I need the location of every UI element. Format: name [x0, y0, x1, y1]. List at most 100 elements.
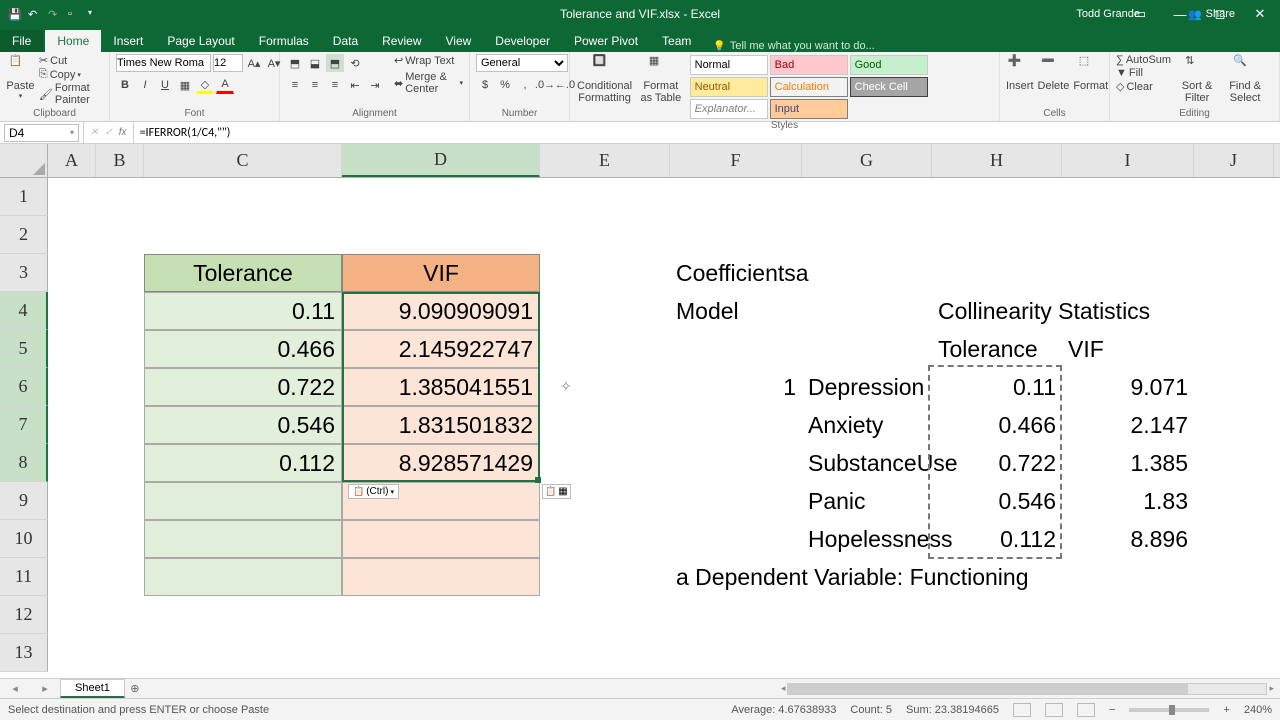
cell-style-normal[interactable]: Normal [690, 55, 768, 75]
cell-C5[interactable]: 0.466 [144, 330, 342, 368]
tab-developer[interactable]: Developer [483, 30, 562, 52]
tab-review[interactable]: Review [370, 30, 433, 52]
currency-icon[interactable]: $ [476, 76, 494, 94]
row-header-4[interactable]: 4 [0, 292, 48, 330]
orientation-icon[interactable]: ⟲ [346, 54, 364, 72]
column-header-H[interactable]: H [932, 144, 1062, 177]
tell-me-search[interactable]: Tell me what you want to do... [713, 40, 874, 52]
cell-style-check cell[interactable]: Check Cell [850, 77, 928, 97]
select-all-corner[interactable] [0, 144, 48, 177]
italic-button[interactable]: I [136, 76, 154, 94]
cell-C4[interactable]: 0.11 [144, 292, 342, 330]
row-header-2[interactable]: 2 [0, 216, 48, 254]
font-color-button[interactable]: A [216, 76, 234, 94]
cell-I5[interactable]: VIF [1062, 330, 1194, 368]
column-header-G[interactable]: G [802, 144, 932, 177]
tab-home[interactable]: Home [45, 30, 101, 52]
qat-more-icon[interactable]: ▾ [88, 8, 100, 20]
underline-button[interactable]: U [156, 76, 174, 94]
cell-style-neutral[interactable]: Neutral [690, 77, 768, 97]
cell-C7[interactable]: 0.546 [144, 406, 342, 444]
autosum-button[interactable]: ∑AutoSum [1116, 54, 1171, 66]
cell-style-explanator...[interactable]: Explanator... [690, 99, 768, 119]
tab-team[interactable]: Team [650, 30, 703, 52]
row-header-6[interactable]: 6 [0, 368, 48, 406]
zoom-slider[interactable] [1129, 708, 1209, 712]
delete-cells-button[interactable]: ➖Delete [1038, 54, 1070, 92]
percent-icon[interactable]: % [496, 76, 514, 94]
grow-font-icon[interactable]: A▴ [245, 54, 263, 72]
cell-style-good[interactable]: Good [850, 55, 928, 75]
conditional-formatting-button[interactable]: 🔲Conditional Formatting [576, 54, 633, 104]
minimize-icon[interactable]: — [1160, 0, 1200, 28]
indent-inc-icon[interactable]: ⇥ [366, 76, 384, 94]
normal-view-icon[interactable] [1013, 703, 1031, 717]
zoom-in-icon[interactable]: + [1223, 704, 1229, 716]
find-select-button[interactable]: 🔍Find & Select [1223, 54, 1267, 104]
cell-F6[interactable]: 1 [670, 368, 802, 406]
cell-D4[interactable]: 9.090909091 [342, 292, 540, 330]
insert-cells-button[interactable]: ➕Insert [1006, 54, 1034, 92]
clear-button[interactable]: ◇Clear [1116, 80, 1171, 93]
align-top-icon[interactable]: ⬒ [286, 54, 304, 72]
row-header-11[interactable]: 11 [0, 558, 48, 596]
cell-C11[interactable] [144, 558, 342, 596]
undo-icon[interactable]: ↶ [28, 8, 40, 20]
paste-button[interactable]: 📋Paste▾ [6, 54, 35, 100]
inc-decimal-icon[interactable]: .0→ [536, 76, 554, 94]
cell-D10[interactable] [342, 520, 540, 558]
enter-icon[interactable]: ✓ [104, 127, 112, 138]
cell-H4[interactable]: Collinearity Statistics [932, 292, 1062, 330]
cell-C10[interactable] [144, 520, 342, 558]
fx-icon[interactable]: fx [119, 127, 127, 138]
tab-insert[interactable]: Insert [101, 30, 155, 52]
row-header-3[interactable]: 3 [0, 254, 48, 292]
tab-view[interactable]: View [434, 30, 484, 52]
cell-H9[interactable]: 0.546 [932, 482, 1062, 520]
font-size-select[interactable] [213, 54, 243, 72]
cancel-icon[interactable]: ✕ [90, 127, 98, 138]
cell-H8[interactable]: 0.722 [932, 444, 1062, 482]
autofill-options-button[interactable]: ▦ [542, 484, 571, 499]
column-header-J[interactable]: J [1194, 144, 1274, 177]
column-header-E[interactable]: E [540, 144, 670, 177]
row-header-13[interactable]: 13 [0, 634, 48, 672]
page-layout-view-icon[interactable] [1045, 703, 1063, 717]
cell-I7[interactable]: 2.147 [1062, 406, 1194, 444]
name-box[interactable]: D4 [4, 124, 79, 142]
format-painter-button[interactable]: 🖌Format Painter [39, 82, 103, 106]
cell-D11[interactable] [342, 558, 540, 596]
cell-D6[interactable]: 1.385041551 [342, 368, 540, 406]
column-header-I[interactable]: I [1062, 144, 1194, 177]
wrap-text-button[interactable]: ↩Wrap Text [394, 54, 463, 67]
cell-style-calculation[interactable]: Calculation [770, 77, 848, 97]
fill-button[interactable]: ▼Fill [1116, 67, 1171, 79]
column-header-F[interactable]: F [670, 144, 802, 177]
tab-data[interactable]: Data [321, 30, 370, 52]
column-header-B[interactable]: B [96, 144, 144, 177]
fill-color-button[interactable]: ◇ [196, 76, 214, 94]
page-break-view-icon[interactable] [1077, 703, 1095, 717]
tab-file[interactable]: File [0, 30, 43, 52]
cell-H10[interactable]: 0.112 [932, 520, 1062, 558]
cell-style-bad[interactable]: Bad [770, 55, 848, 75]
cell-G7[interactable]: Anxiety [802, 406, 932, 444]
cell-G6[interactable]: Depression [802, 368, 932, 406]
column-header-D[interactable]: D [342, 144, 540, 177]
cut-button[interactable]: ✂Cut [39, 54, 103, 67]
copy-button[interactable]: ⎘Copy▾ [39, 68, 103, 81]
ribbon-options-icon[interactable]: ▭ [1120, 0, 1160, 28]
cell-D7[interactable]: 1.831501832 [342, 406, 540, 444]
cell-style-input[interactable]: Input [770, 99, 848, 119]
align-bottom-icon[interactable]: ⬒ [326, 54, 344, 72]
cell-I8[interactable]: 1.385 [1062, 444, 1194, 482]
sheet-tab[interactable]: Sheet1 [60, 679, 125, 698]
close-icon[interactable]: ✕ [1240, 0, 1280, 28]
cell-F4[interactable]: Model [670, 292, 802, 330]
maximize-icon[interactable]: ◻ [1200, 0, 1240, 28]
format-as-table-button[interactable]: ▦Format as Table [637, 54, 685, 104]
cell-I9[interactable]: 1.83 [1062, 482, 1194, 520]
tab-power-pivot[interactable]: Power Pivot [562, 30, 650, 52]
merge-center-button[interactable]: ⬌Merge & Center▾ [394, 71, 463, 95]
cell-I10[interactable]: 8.896 [1062, 520, 1194, 558]
